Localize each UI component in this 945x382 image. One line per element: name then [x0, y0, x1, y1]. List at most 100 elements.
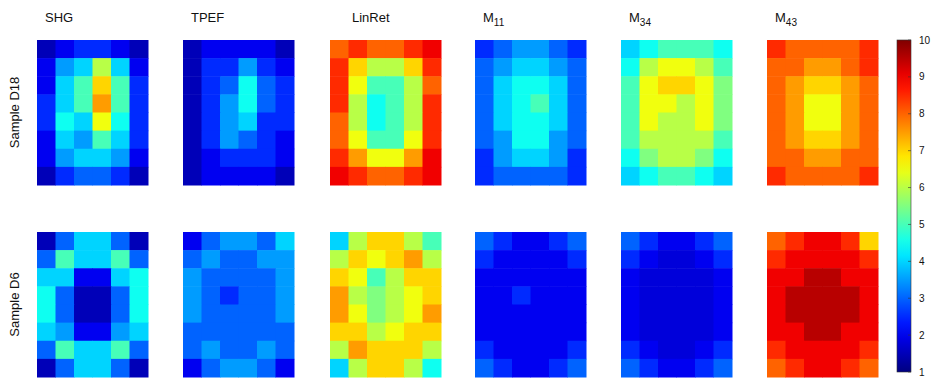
heatmap-cell [220, 305, 239, 324]
heatmap-cell [531, 167, 550, 186]
heatmap-cell [823, 40, 842, 59]
heatmap-cell [695, 113, 714, 132]
heatmap-cell [494, 113, 513, 132]
heatmap-cell [404, 131, 423, 150]
heatmap-cell [111, 286, 130, 305]
heatmap-cell [276, 149, 295, 168]
heatmap-cell [621, 76, 640, 95]
heatmap-cell [130, 149, 149, 168]
heatmap-cell [549, 94, 568, 113]
heatmap-panel [767, 232, 879, 378]
heatmap-cell [804, 58, 823, 77]
heatmap-cell [404, 286, 423, 305]
heatmap-cell [367, 131, 386, 150]
heatmap-cell [202, 40, 221, 59]
heatmap-cell [37, 359, 56, 378]
heatmap-cell [494, 149, 513, 168]
heatmap-cell [695, 250, 714, 269]
heatmap-cell [860, 76, 879, 95]
heatmap-cell [786, 232, 805, 251]
heatmap-cell [349, 359, 368, 378]
heatmap-cell [111, 268, 130, 287]
heatmap-cell [183, 305, 202, 324]
heatmap-cell [93, 286, 112, 305]
colorbar-tick-label: 8 [919, 108, 925, 119]
heatmap-cell [786, 149, 805, 168]
heatmap-cell [549, 232, 568, 251]
heatmap-cell [367, 232, 386, 251]
heatmap-cell [841, 250, 860, 269]
heatmap-panel [621, 40, 733, 186]
heatmap-cell [386, 268, 405, 287]
heatmap-cell [512, 149, 531, 168]
heatmap-cell [349, 305, 368, 324]
heatmap-cell [423, 305, 442, 324]
column-title: TPEF [191, 10, 224, 25]
heatmap-cell [786, 359, 805, 378]
heatmap-cell [640, 305, 659, 324]
heatmap-cell [386, 305, 405, 324]
heatmap-cell [239, 40, 258, 59]
heatmap-cell [804, 232, 823, 251]
heatmap-cell [549, 268, 568, 287]
heatmap-cell [239, 305, 258, 324]
heatmap-cell [74, 113, 93, 132]
heatmap-cell [56, 268, 75, 287]
heatmap-cell [404, 113, 423, 132]
heatmap-cell [677, 167, 696, 186]
row-label: Sample D18 [7, 77, 22, 149]
heatmap-cell [367, 40, 386, 59]
heatmap-cell [56, 305, 75, 324]
heatmap-cell [804, 341, 823, 360]
heatmap-cell [257, 167, 276, 186]
heatmap-cell [220, 149, 239, 168]
heatmap-panel [475, 232, 587, 378]
heatmap-cell [695, 76, 714, 95]
heatmap-cell [531, 341, 550, 360]
heatmap-cell [475, 40, 494, 59]
heatmap-cell [658, 76, 677, 95]
heatmap-panel [767, 40, 879, 186]
heatmap-cell [767, 58, 786, 77]
heatmap-cell [93, 131, 112, 150]
heatmap-cell [386, 167, 405, 186]
colorbar-tick [908, 298, 911, 299]
heatmap-cell [239, 149, 258, 168]
heatmap-cell [531, 40, 550, 59]
heatmap-cell [841, 76, 860, 95]
heatmap-cell [239, 167, 258, 186]
heatmap-cell [568, 40, 587, 59]
heatmap-cell [404, 167, 423, 186]
heatmap-cell [512, 76, 531, 95]
heatmap-cell [423, 232, 442, 251]
heatmap-cell [404, 250, 423, 269]
heatmap-cell [56, 341, 75, 360]
heatmap-cell [714, 76, 733, 95]
heatmap-cell [56, 40, 75, 59]
heatmap-cell [512, 40, 531, 59]
heatmap-cell [512, 286, 531, 305]
heatmap-panel [37, 232, 149, 378]
heatmap-cell [330, 76, 349, 95]
heatmap-cell [257, 268, 276, 287]
heatmap-cell [37, 268, 56, 287]
heatmap-cell [386, 149, 405, 168]
heatmap-cell [621, 359, 640, 378]
heatmap-cell [239, 94, 258, 113]
heatmap-cell [202, 305, 221, 324]
heatmap-cell [386, 359, 405, 378]
heatmap-cell [531, 113, 550, 132]
heatmap-cell [56, 131, 75, 150]
heatmap-cell [531, 323, 550, 342]
heatmap-cell [475, 323, 494, 342]
heatmap-cell [349, 286, 368, 305]
heatmap-cell [276, 305, 295, 324]
colorbar-tick-label: 2 [919, 330, 925, 341]
heatmap-cell [767, 232, 786, 251]
heatmap-cell [658, 250, 677, 269]
heatmap-cell [640, 323, 659, 342]
heatmap-cell [111, 40, 130, 59]
heatmap-cell [276, 341, 295, 360]
heatmap-cell [257, 131, 276, 150]
colorbar-tick-label: 5 [919, 219, 925, 230]
